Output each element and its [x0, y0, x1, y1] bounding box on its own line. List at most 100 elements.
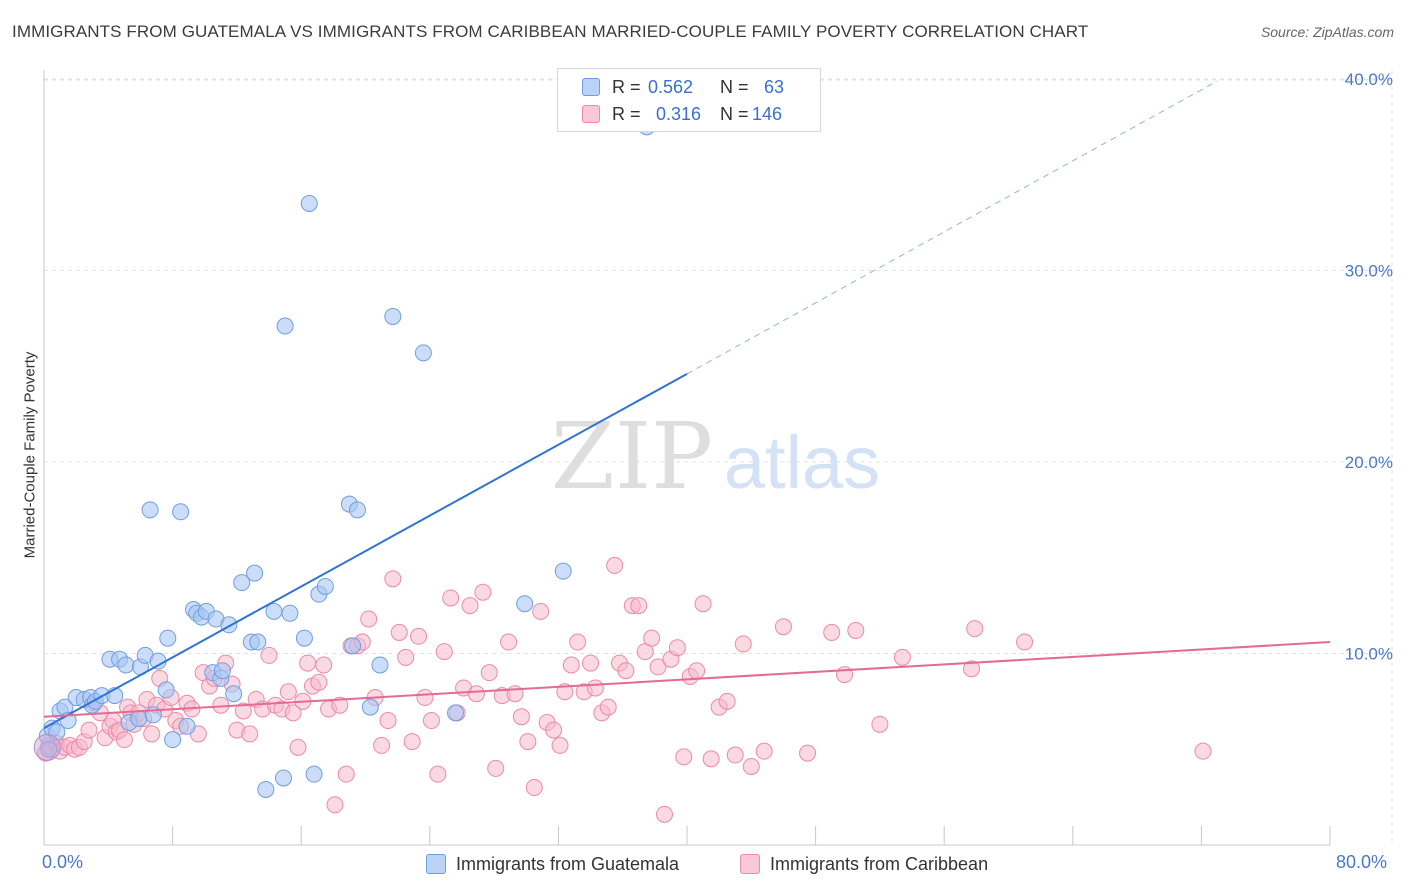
caribbean-point	[582, 654, 600, 672]
guatemala-point	[276, 317, 294, 335]
n-label: N =	[720, 76, 749, 97]
caribbean-point	[115, 731, 133, 749]
origin-cluster-point	[33, 733, 61, 761]
caribbean-point	[630, 597, 648, 615]
caribbean-point	[823, 623, 841, 641]
caribbean-point	[562, 656, 580, 674]
guatemala-point	[344, 637, 362, 655]
caribbean-point	[532, 602, 550, 620]
caribbean-point	[474, 583, 492, 601]
watermark-zip: ZIP	[551, 403, 713, 510]
caribbean-point	[410, 627, 428, 645]
guatemala-point	[246, 564, 264, 582]
caribbean-point	[379, 712, 397, 730]
caribbean-point	[963, 660, 981, 678]
caribbean-point	[755, 742, 773, 760]
caribbean-point	[688, 662, 706, 680]
caribbean-point	[742, 757, 760, 775]
caribbean-point	[315, 656, 333, 674]
caribbean-point	[500, 633, 518, 651]
caribbean-point	[467, 685, 485, 703]
guatemala-point	[305, 765, 323, 783]
guatemala-trend-line	[43, 373, 688, 730]
caribbean-point	[556, 683, 574, 701]
caribbean-point	[289, 738, 307, 756]
guatemala-point	[275, 769, 293, 787]
stats-legend: R = 0.562 N = 63 R = 0.316 N = 146	[557, 68, 821, 132]
caribbean-swatch	[582, 105, 600, 123]
y-tick-labels: 10.0% 20.0% 30.0% 40.0%	[1345, 70, 1393, 664]
caribbean-point	[1016, 633, 1034, 651]
caribbean-point	[702, 750, 720, 768]
guatemala-point	[233, 574, 251, 592]
legend-row-guatemala: R = 0.562 N = 63	[582, 74, 784, 100]
caribbean-point	[143, 725, 161, 743]
caribbean-point	[331, 696, 349, 714]
y-tick-label: 20.0%	[1345, 453, 1393, 472]
legend-label-guatemala: Immigrants from Guatemala	[456, 853, 680, 874]
n-label: N =	[720, 103, 749, 124]
caribbean-point	[675, 748, 693, 766]
guatemala-point	[130, 710, 148, 728]
caribbean-point	[234, 702, 252, 720]
y-tick-label: 40.0%	[1345, 70, 1393, 89]
caribbean-point	[871, 715, 889, 733]
caribbean-point	[416, 689, 434, 707]
guatemala-point	[348, 501, 366, 519]
caribbean-point	[284, 704, 302, 722]
caribbean-point	[310, 673, 328, 691]
caribbean-point	[668, 639, 686, 657]
caribbean-legend-swatch	[740, 854, 760, 874]
caribbean-point	[694, 595, 712, 613]
caribbean-point	[655, 805, 673, 823]
x-axis-min-label: 0.0%	[42, 852, 84, 872]
caribbean-point	[586, 679, 604, 697]
guatemala-point	[316, 577, 334, 595]
guatemala-point	[172, 503, 190, 521]
caribbean-point	[1194, 742, 1212, 760]
caribbean-point	[403, 733, 421, 751]
guatemala-point	[300, 194, 318, 212]
caribbean-point	[397, 648, 415, 666]
caribbean-point	[519, 733, 537, 751]
guatemala-point	[117, 656, 135, 674]
watermark-atlas: atlas	[724, 421, 880, 504]
watermark: ZIP atlas	[551, 403, 880, 510]
guatemala-swatch	[582, 78, 600, 96]
legend-label-caribbean: Immigrants from Caribbean	[770, 853, 989, 874]
caribbean-point	[487, 759, 505, 777]
y-tick-label: 30.0%	[1345, 262, 1393, 281]
caribbean-point	[80, 721, 98, 739]
caribbean-point	[774, 618, 792, 636]
guatemala-point	[447, 704, 465, 722]
guatemala-point	[159, 629, 177, 647]
caribbean-point	[260, 646, 278, 664]
caribbean-point	[512, 708, 530, 726]
trend-lines	[43, 80, 1331, 730]
guatemala-point	[414, 344, 432, 362]
caribbean-point	[384, 570, 402, 588]
guatemala-point	[265, 602, 283, 620]
caribbean-points	[37, 556, 1212, 823]
caribbean-point	[606, 556, 624, 574]
r-label: R =	[612, 103, 641, 124]
caribbean-point	[480, 664, 498, 682]
caribbean-point	[966, 620, 984, 638]
guatemala-legend-swatch	[426, 854, 446, 874]
n-value: 63	[764, 76, 785, 97]
caribbean-point	[299, 654, 317, 672]
guatemala-point	[361, 698, 379, 716]
n-value: 146	[752, 103, 783, 124]
caribbean-point	[545, 721, 563, 739]
caribbean-point	[241, 725, 259, 743]
caribbean-point	[442, 589, 460, 607]
guatemala-point	[295, 629, 313, 647]
caribbean-point	[643, 629, 661, 647]
caribbean-trend-line	[43, 641, 1331, 718]
caribbean-point	[726, 746, 744, 764]
x-axis-max-label: 80.0%	[1336, 852, 1388, 872]
guatemala-point	[141, 501, 159, 519]
caribbean-point	[569, 633, 587, 651]
caribbean-point	[422, 712, 440, 730]
